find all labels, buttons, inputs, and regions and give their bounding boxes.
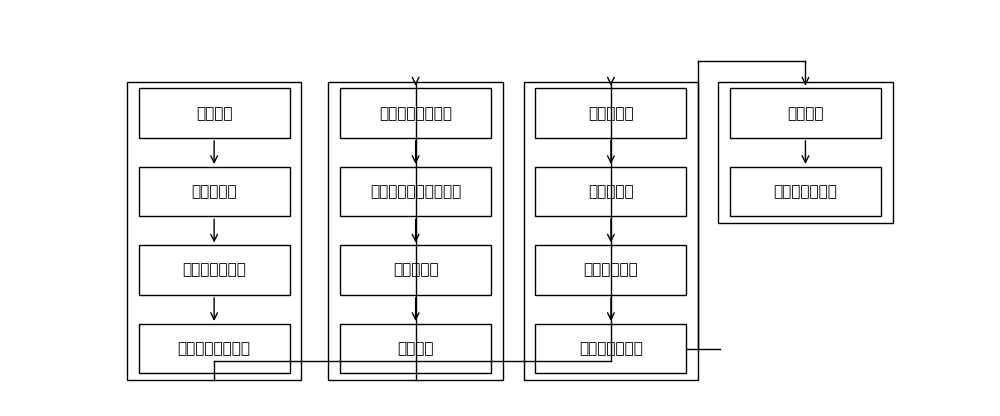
Text: 刻蚀源区顶端: 刻蚀源区顶端 xyxy=(584,262,638,277)
Bar xyxy=(139,245,290,295)
Text: 体区注入并推结: 体区注入并推结 xyxy=(182,262,246,277)
Bar xyxy=(340,245,491,295)
Bar xyxy=(524,82,698,380)
Text: 沉积金属化漏极: 沉积金属化漏极 xyxy=(774,184,837,199)
Text: 背面减薄: 背面减薄 xyxy=(787,106,824,121)
Bar xyxy=(718,82,893,223)
Bar xyxy=(139,324,290,374)
Bar xyxy=(535,167,686,216)
Text: 刻蚀钝化层: 刻蚀钝化层 xyxy=(588,184,634,199)
Text: 生长栅氧、淀积多晶硅: 生长栅氧、淀积多晶硅 xyxy=(370,184,461,199)
Text: 刻蚀多晶硅: 刻蚀多晶硅 xyxy=(393,262,438,277)
Bar xyxy=(730,167,881,216)
Text: 衬底准备: 衬底准备 xyxy=(196,106,232,121)
Text: 沉积钝化层: 沉积钝化层 xyxy=(588,106,634,121)
Bar xyxy=(535,88,686,138)
Text: 生长外延层: 生长外延层 xyxy=(191,184,237,199)
Text: 体区和接触区刻槽: 体区和接触区刻槽 xyxy=(379,106,452,121)
Bar xyxy=(139,88,290,138)
Bar xyxy=(127,82,301,380)
Text: 接触区注入并推结: 接触区注入并推结 xyxy=(178,341,251,356)
Bar xyxy=(340,88,491,138)
Bar xyxy=(535,245,686,295)
Text: 沉积金属化源极: 沉积金属化源极 xyxy=(579,341,643,356)
Text: 源区注入: 源区注入 xyxy=(397,341,434,356)
Bar xyxy=(328,82,503,380)
Bar xyxy=(535,324,686,374)
Bar xyxy=(730,88,881,138)
Bar xyxy=(139,167,290,216)
Bar xyxy=(340,324,491,374)
Bar xyxy=(340,167,491,216)
